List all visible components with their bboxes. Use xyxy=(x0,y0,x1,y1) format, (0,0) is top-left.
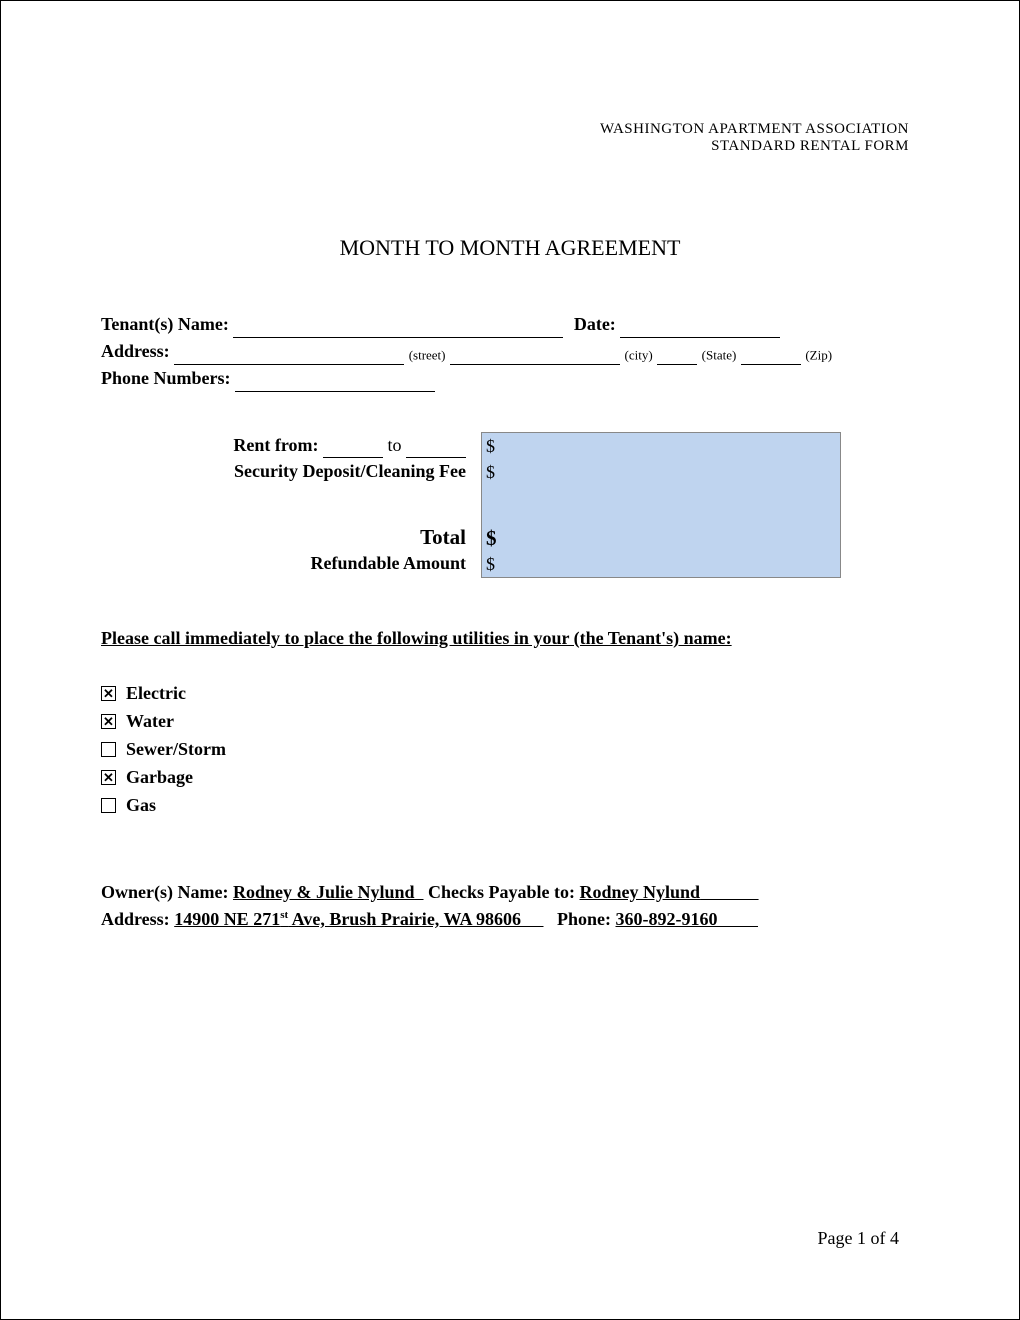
tenant-name-label: Tenant(s) Name: xyxy=(101,314,229,334)
utility-item-garbage: ✕ Garbage xyxy=(101,763,919,791)
document-page: WASHINGTON APARTMENT ASSOCIATION STANDAR… xyxy=(0,0,1020,1320)
phone-input[interactable] xyxy=(235,391,435,392)
owner-phone-pad xyxy=(718,909,759,929)
tenant-name-row: Tenant(s) Name: Date: xyxy=(101,311,919,338)
org-header: WASHINGTON APARTMENT ASSOCIATION STANDAR… xyxy=(101,121,909,155)
owner-block: Owner(s) Name: Rodney & Julie Nylund Che… xyxy=(101,879,919,933)
state-label: (State) xyxy=(702,348,737,363)
owner-line-1: Owner(s) Name: Rodney & Julie Nylund Che… xyxy=(101,879,919,906)
city-label: (city) xyxy=(625,348,653,363)
owner-address-value: 14900 NE 271st Ave, Brush Prairie, WA 98… xyxy=(174,909,521,929)
org-line-2: STANDARD RENTAL FORM xyxy=(101,138,909,155)
utility-label-electric: Electric xyxy=(126,683,186,704)
address-zip-input[interactable] xyxy=(741,364,801,365)
payable-value: Rodney Nylund xyxy=(580,882,701,902)
checkbox-electric[interactable]: ✕ xyxy=(101,686,116,701)
phone-label: Phone Numbers: xyxy=(101,368,231,388)
address-city-input[interactable] xyxy=(450,364,620,365)
zip-label: (Zip) xyxy=(805,348,832,363)
utility-item-electric: ✕ Electric xyxy=(101,679,919,707)
address-label: Address: xyxy=(101,341,170,361)
currency-1: $ xyxy=(486,436,495,456)
rent-from-label: Rent from: xyxy=(233,435,318,455)
page-number: Page 1 of 4 xyxy=(818,1228,899,1249)
checkbox-water[interactable]: ✕ xyxy=(101,714,116,729)
rent-amount-cell[interactable]: $ xyxy=(482,433,840,459)
payable-pad xyxy=(700,882,759,902)
checkbox-garbage[interactable]: ✕ xyxy=(101,770,116,785)
owner-name-pad xyxy=(415,882,424,902)
currency-2: $ xyxy=(486,462,495,482)
address-row: Address: (street) (city) (State) (Zip) xyxy=(101,338,919,365)
utilities-heading: Please call immediately to place the fol… xyxy=(101,628,919,649)
owner-addr-pad xyxy=(521,909,544,929)
fee-labels-col: Rent from: to Security Deposit/Cleaning … xyxy=(101,432,481,578)
security-amount-cell[interactable]: $ xyxy=(482,459,840,485)
owner-phone-label: Phone: xyxy=(557,909,611,929)
owner-addr-sup: st xyxy=(280,909,288,921)
total-label: Total xyxy=(101,524,466,550)
owner-addr-pre: 14900 NE 271 xyxy=(174,909,280,929)
fee-table: Rent from: to Security Deposit/Cleaning … xyxy=(101,432,919,578)
utility-label-sewer: Sewer/Storm xyxy=(126,739,226,760)
address-state-input[interactable] xyxy=(657,364,697,365)
org-line-1: WASHINGTON APARTMENT ASSOCIATION xyxy=(101,121,909,138)
refundable-label: Refundable Amount xyxy=(101,550,466,576)
owner-address-label: Address: xyxy=(101,909,170,929)
fee-value-spacer xyxy=(482,485,840,525)
phone-row: Phone Numbers: xyxy=(101,365,919,392)
fee-spacer xyxy=(101,484,466,524)
content-area: WASHINGTON APARTMENT ASSOCIATION STANDAR… xyxy=(61,41,959,1279)
utilities-checklist: ✕ Electric ✕ Water Sewer/Storm ✕ Garbage… xyxy=(101,679,919,819)
utility-label-garbage: Garbage xyxy=(126,767,193,788)
rent-from-row: Rent from: to xyxy=(101,432,466,458)
date-label: Date: xyxy=(574,314,616,334)
checkbox-sewer[interactable] xyxy=(101,742,116,757)
utility-item-sewer: Sewer/Storm xyxy=(101,735,919,763)
utility-label-water: Water xyxy=(126,711,174,732)
fee-values-col: $ $ $ $ xyxy=(481,432,841,578)
utility-item-gas: Gas xyxy=(101,791,919,819)
owner-name-value: Rodney & Julie Nylund xyxy=(233,882,415,902)
currency-4: $ xyxy=(486,554,495,574)
owner-line-2: Address: 14900 NE 271st Ave, Brush Prair… xyxy=(101,906,919,933)
utility-label-gas: Gas xyxy=(126,795,156,816)
total-amount-cell[interactable]: $ xyxy=(482,525,840,551)
tenant-fields: Tenant(s) Name: Date: Address: (street) … xyxy=(101,311,919,392)
security-deposit-label: Security Deposit/Cleaning Fee xyxy=(101,458,466,484)
refundable-amount-cell[interactable]: $ xyxy=(482,551,840,577)
owner-phone-value: 360-892-9160 xyxy=(616,909,718,929)
payable-label: Checks Payable to: xyxy=(428,882,575,902)
utility-item-water: ✕ Water xyxy=(101,707,919,735)
owner-addr-post: Ave, Brush Prairie, WA 98606 xyxy=(288,909,521,929)
currency-3: $ xyxy=(486,526,497,550)
checkbox-gas[interactable] xyxy=(101,798,116,813)
owner-name-label: Owner(s) Name: xyxy=(101,882,228,902)
rent-to-label: to xyxy=(387,435,401,455)
street-label: (street) xyxy=(409,348,446,363)
document-title: MONTH TO MONTH AGREEMENT xyxy=(101,235,919,261)
